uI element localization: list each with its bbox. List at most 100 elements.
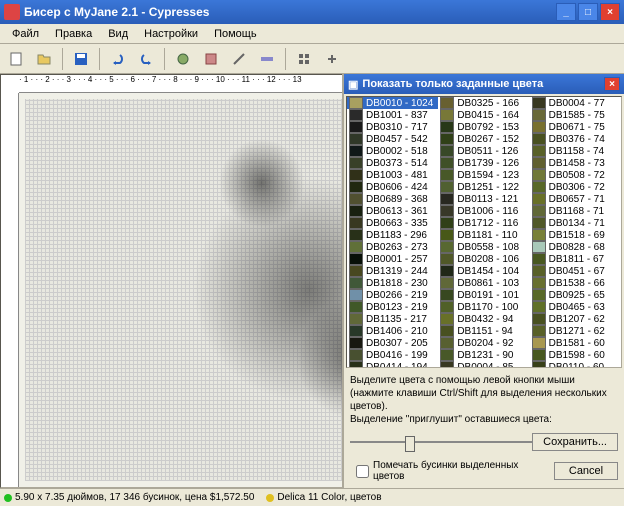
color-row[interactable]: DB1271 - 62 <box>530 325 621 337</box>
color-row[interactable]: DB0208 - 106 <box>438 253 529 265</box>
color-row[interactable]: DB0828 - 68 <box>530 241 621 253</box>
color-row[interactable]: DB1231 - 90 <box>438 349 529 361</box>
color-row[interactable]: DB1158 - 74 <box>530 145 621 157</box>
color-row[interactable]: DB0689 - 368 <box>347 193 438 205</box>
tool-icon-6[interactable] <box>320 47 344 71</box>
color-row[interactable]: DB0123 - 219 <box>347 301 438 313</box>
color-row[interactable]: DB1406 - 210 <box>347 325 438 337</box>
color-row[interactable]: DB1712 - 116 <box>438 217 529 229</box>
color-row[interactable]: DB0663 - 335 <box>347 217 438 229</box>
color-row[interactable]: DB0511 - 126 <box>438 145 529 157</box>
color-row[interactable]: DB1003 - 481 <box>347 169 438 181</box>
color-row[interactable]: DB0465 - 63 <box>530 301 621 313</box>
color-row[interactable]: DB1739 - 126 <box>438 157 529 169</box>
color-row[interactable]: DB1811 - 67 <box>530 253 621 265</box>
color-row[interactable]: DB0792 - 153 <box>438 121 529 133</box>
maximize-button[interactable]: □ <box>578 3 598 21</box>
color-row[interactable]: DB0263 - 273 <box>347 241 438 253</box>
color-row[interactable]: DB0134 - 71 <box>530 217 621 229</box>
color-row[interactable]: DB0861 - 103 <box>438 277 529 289</box>
color-row[interactable]: DB0508 - 72 <box>530 169 621 181</box>
tool-icon-3[interactable] <box>227 47 251 71</box>
color-swatch <box>532 193 546 205</box>
tool-icon-2[interactable] <box>199 47 223 71</box>
color-row[interactable]: DB0373 - 514 <box>347 157 438 169</box>
tool-icon-5[interactable] <box>292 47 316 71</box>
color-row[interactable]: DB1207 - 62 <box>530 313 621 325</box>
color-row[interactable]: DB1585 - 75 <box>530 109 621 121</box>
color-row[interactable]: DB1518 - 69 <box>530 229 621 241</box>
color-swatch <box>440 109 454 121</box>
color-row[interactable]: DB0113 - 121 <box>438 193 529 205</box>
panel-close-button[interactable]: × <box>604 77 620 91</box>
color-swatch <box>349 361 363 368</box>
mark-checkbox[interactable] <box>356 465 369 478</box>
color-row[interactable]: DB0558 - 108 <box>438 241 529 253</box>
menu-edit[interactable]: Правка <box>47 26 100 42</box>
color-row[interactable]: DB0306 - 72 <box>530 181 621 193</box>
color-row[interactable]: DB0266 - 219 <box>347 289 438 301</box>
undo-icon[interactable] <box>106 47 130 71</box>
color-row[interactable]: DB1581 - 60 <box>530 337 621 349</box>
color-row[interactable]: DB0432 - 94 <box>438 313 529 325</box>
color-row[interactable]: DB0671 - 75 <box>530 121 621 133</box>
color-row[interactable]: DB1001 - 837 <box>347 109 438 121</box>
menu-settings[interactable]: Настройки <box>136 26 206 42</box>
menu-view[interactable]: Вид <box>100 26 136 42</box>
color-row[interactable]: DB1454 - 104 <box>438 265 529 277</box>
tool-icon-4[interactable] <box>255 47 279 71</box>
color-row[interactable]: DB1183 - 296 <box>347 229 438 241</box>
color-row[interactable]: DB0001 - 257 <box>347 253 438 265</box>
color-row[interactable]: DB1458 - 73 <box>530 157 621 169</box>
color-row[interactable]: DB0010 - 1024 <box>347 97 438 109</box>
color-row[interactable]: DB1006 - 116 <box>438 205 529 217</box>
color-row[interactable]: DB0110 - 60 <box>530 361 621 368</box>
color-row[interactable]: DB0002 - 518 <box>347 145 438 157</box>
color-row[interactable]: DB1818 - 230 <box>347 277 438 289</box>
color-row[interactable]: DB1251 - 122 <box>438 181 529 193</box>
color-row[interactable]: DB0004 - 85 <box>438 361 529 368</box>
minimize-button[interactable]: _ <box>556 3 576 21</box>
color-row[interactable]: DB1151 - 94 <box>438 325 529 337</box>
color-row[interactable]: DB0457 - 542 <box>347 133 438 145</box>
color-row[interactable]: DB0414 - 194 <box>347 361 438 368</box>
color-row[interactable]: DB0191 - 101 <box>438 289 529 301</box>
opacity-slider[interactable] <box>350 432 532 452</box>
save-icon[interactable] <box>69 47 93 71</box>
tool-icon-1[interactable] <box>171 47 195 71</box>
color-row[interactable]: DB0657 - 71 <box>530 193 621 205</box>
close-button[interactable]: × <box>600 3 620 21</box>
color-row[interactable]: DB0925 - 65 <box>530 289 621 301</box>
color-row[interactable]: DB0606 - 424 <box>347 181 438 193</box>
color-row[interactable]: DB1319 - 244 <box>347 265 438 277</box>
menu-file[interactable]: Файл <box>4 26 47 42</box>
color-swatch <box>532 325 546 337</box>
color-row[interactable]: DB1170 - 100 <box>438 301 529 313</box>
open-icon[interactable] <box>32 47 56 71</box>
color-row[interactable]: DB1598 - 60 <box>530 349 621 361</box>
cancel-button[interactable]: Cancel <box>554 462 618 480</box>
new-icon[interactable] <box>4 47 28 71</box>
color-row[interactable]: DB0325 - 166 <box>438 97 529 109</box>
color-row[interactable]: DB0267 - 152 <box>438 133 529 145</box>
color-row[interactable]: DB0416 - 199 <box>347 349 438 361</box>
color-row[interactable]: DB0307 - 205 <box>347 337 438 349</box>
color-row[interactable]: DB0451 - 67 <box>530 265 621 277</box>
color-row[interactable]: DB1594 - 123 <box>438 169 529 181</box>
color-row[interactable]: DB0310 - 717 <box>347 121 438 133</box>
color-row[interactable]: DB1135 - 217 <box>347 313 438 325</box>
color-swatch <box>349 205 363 217</box>
color-row[interactable]: DB1181 - 110 <box>438 229 529 241</box>
save-button[interactable]: Сохранить... <box>532 433 618 451</box>
color-row[interactable]: DB0613 - 361 <box>347 205 438 217</box>
redo-icon[interactable] <box>134 47 158 71</box>
color-row[interactable]: DB1168 - 71 <box>530 205 621 217</box>
color-row[interactable]: DB0415 - 164 <box>438 109 529 121</box>
color-row[interactable]: DB0004 - 77 <box>530 97 621 109</box>
color-row[interactable]: DB1538 - 66 <box>530 277 621 289</box>
color-swatch <box>532 157 546 169</box>
color-row[interactable]: DB0204 - 92 <box>438 337 529 349</box>
color-swatch <box>440 253 454 265</box>
color-row[interactable]: DB0376 - 74 <box>530 133 621 145</box>
menu-help[interactable]: Помощь <box>206 26 265 42</box>
